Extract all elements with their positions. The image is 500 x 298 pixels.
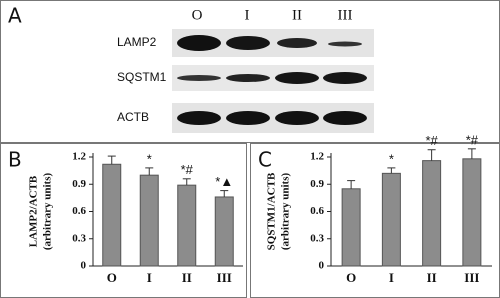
- error-bar: [467, 148, 476, 159]
- significance-label: *: [389, 151, 394, 166]
- significance-label: *#: [466, 132, 479, 147]
- panel-label: C: [258, 148, 272, 172]
- x-tick-label: III: [464, 270, 479, 285]
- error-bar: [145, 167, 154, 176]
- x-tick-label: II: [182, 270, 192, 285]
- row-label: LAMP2: [117, 35, 157, 49]
- y-tick-label: 0: [81, 260, 87, 272]
- bar: [341, 188, 361, 267]
- error-bar: [427, 149, 436, 161]
- lane-label: III: [338, 7, 353, 23]
- significance-label: *▲: [215, 174, 233, 189]
- bar: [214, 196, 234, 267]
- error-bar: [182, 178, 191, 186]
- lane-label: O: [192, 7, 203, 23]
- bar: [462, 158, 482, 267]
- panel-label: B: [8, 148, 22, 172]
- lane-label: II: [292, 7, 302, 23]
- y-tick-label: 0.3: [310, 232, 324, 244]
- error-bar: [347, 180, 356, 189]
- bar: [102, 163, 122, 267]
- bar: [139, 174, 159, 267]
- y-axis-label-sub: (arbitrary units): [280, 173, 292, 251]
- y-tick-label: 0.6: [72, 205, 86, 217]
- panel-label: A: [8, 4, 22, 28]
- significance-label: *#: [425, 133, 438, 148]
- x-tick-label: I: [147, 270, 152, 285]
- y-tick-label: 0: [319, 260, 325, 272]
- y-tick-label: 0.6: [310, 205, 324, 217]
- y-tick-label: 0.9: [72, 178, 86, 190]
- significance-label: *#: [181, 162, 194, 177]
- row-label: SQSTM1: [117, 70, 167, 84]
- row-label: ACTB: [117, 110, 149, 124]
- error-bar: [220, 190, 229, 197]
- y-axis-label: LAMP2/ACTB: [28, 175, 40, 247]
- x-tick-label: I: [389, 270, 394, 285]
- bar: [422, 160, 442, 267]
- y-axis-label-sub: (arbitrary units): [42, 173, 54, 251]
- bar: [381, 172, 401, 267]
- x-tick-label: II: [427, 270, 437, 285]
- y-tick-label: 0.9: [310, 178, 324, 190]
- x-tick-label: O: [346, 270, 356, 285]
- y-tick-label: 1.2: [310, 151, 324, 163]
- lane-label: I: [245, 7, 250, 23]
- significance-label: *: [147, 151, 152, 166]
- y-axis-label: SQSTM1/ACTB: [266, 172, 278, 250]
- y-tick-label: 0.3: [72, 232, 86, 244]
- x-tick-label: III: [217, 270, 232, 285]
- error-bar: [387, 167, 396, 174]
- y-tick-label: 1.2: [72, 151, 86, 163]
- bar: [177, 184, 197, 267]
- x-tick-label: O: [107, 270, 117, 285]
- error-bar: [107, 155, 116, 165]
- blot-strips: [172, 29, 374, 133]
